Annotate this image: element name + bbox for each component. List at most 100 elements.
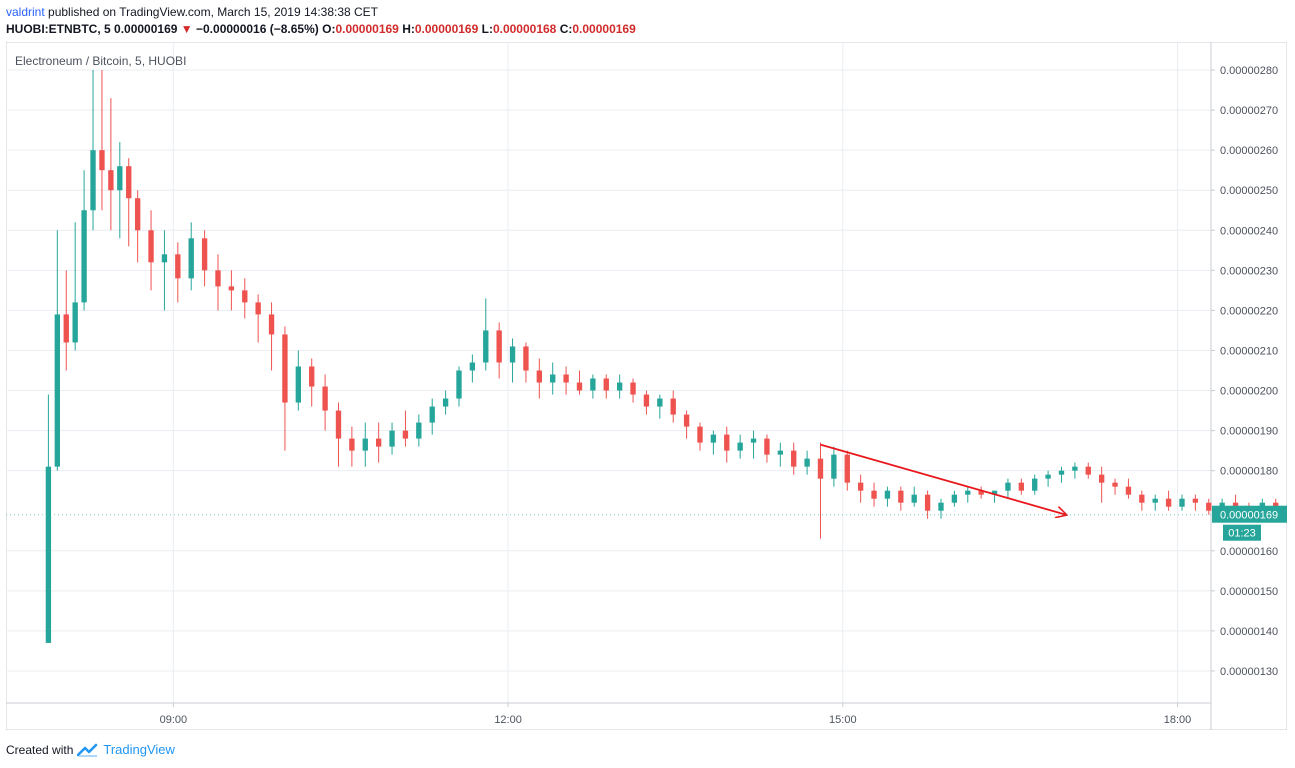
tradingview-logo-icon[interactable] [77, 743, 99, 757]
candle-body [616, 382, 623, 391]
candle-body [590, 378, 596, 391]
time-tick-label: 09:00 [160, 714, 188, 726]
change-value: −0.00000016 (−8.65%) [196, 22, 319, 36]
candle [1018, 478, 1025, 495]
candle-body [938, 502, 944, 511]
candle [710, 430, 717, 455]
candle [616, 374, 623, 399]
candle-body [375, 438, 382, 447]
tradingview-brand[interactable]: TradingView [103, 742, 175, 757]
candle-body [402, 430, 409, 439]
candle [90, 70, 96, 231]
candle-body [576, 382, 583, 391]
candle [375, 422, 382, 463]
candle [442, 390, 449, 415]
candle [268, 302, 275, 371]
candle-body [844, 454, 850, 483]
published-text: published on TradingView.com, March 15, … [48, 5, 379, 19]
candle-body [1018, 482, 1025, 491]
candle-body [1125, 486, 1132, 495]
candle-body [389, 430, 395, 447]
candle [670, 390, 676, 423]
candle-body [161, 254, 168, 263]
candle [242, 278, 248, 319]
candle-body [884, 490, 891, 499]
created-with-label: Created with [6, 742, 74, 757]
candle [1206, 498, 1212, 515]
candle-body [268, 314, 275, 335]
price-tick-label: 0.00000280 [1220, 65, 1278, 77]
last-price-badge [1212, 505, 1287, 523]
candle-body [764, 438, 770, 455]
candle [54, 230, 61, 471]
candle-body [483, 330, 489, 363]
price-tick-label: 0.00000200 [1220, 386, 1278, 398]
author-link[interactable]: valdrint [6, 5, 45, 19]
candle-body [188, 238, 194, 279]
price-axis: 0.00000280 0.00000270 0.00000260 0.00000250… [1211, 65, 1278, 678]
candle-body [523, 346, 529, 371]
time-tick-label: 15:00 [829, 714, 857, 726]
candle-body [978, 490, 984, 495]
close-value: 0.00000169 [572, 22, 636, 36]
candle-body [81, 210, 87, 303]
symbol-label: HUOBI:ETNBTC, 5 [6, 22, 111, 36]
candle [1179, 494, 1185, 511]
candle-body [242, 290, 248, 303]
candle-body [817, 458, 824, 479]
candle [991, 490, 998, 503]
candle [335, 402, 342, 467]
candle [1045, 470, 1051, 487]
candle [188, 222, 194, 291]
candle [322, 374, 328, 431]
candle-body [831, 454, 837, 479]
candle-body [215, 270, 221, 287]
candle-body [175, 254, 181, 279]
candle-body [697, 426, 703, 443]
candle [63, 270, 69, 371]
candle-body [911, 494, 917, 503]
candle [295, 350, 302, 411]
candle [201, 230, 208, 287]
candle [978, 486, 984, 499]
candle [1192, 494, 1199, 511]
candle-body [657, 398, 663, 407]
candle-body [362, 438, 368, 451]
publish-info: valdrint published on TradingView.com, M… [6, 5, 378, 19]
price-tick-label: 0.00000270 [1220, 105, 1278, 117]
candle [99, 70, 105, 211]
chart-frame[interactable]: Electroneum / Bitcoin, 5, HUOBI 0.000002… [5, 41, 1292, 731]
candle [817, 442, 824, 539]
candle [1165, 490, 1172, 511]
candle [117, 142, 123, 239]
candle [389, 422, 395, 455]
candle-body [724, 434, 730, 451]
candle [1058, 466, 1065, 483]
candle-body [1273, 502, 1279, 507]
candle [1072, 462, 1078, 479]
candle [898, 486, 904, 511]
candle-body [563, 374, 569, 383]
candle-body [255, 302, 261, 315]
candle-body [710, 434, 717, 443]
candle-body [804, 458, 810, 467]
candle [416, 414, 422, 447]
candle-body [228, 286, 235, 291]
candle-body [295, 366, 302, 403]
candle-body [857, 482, 864, 491]
candle [777, 442, 784, 467]
candle [791, 442, 797, 475]
candle [563, 366, 569, 395]
high-value: 0.00000169 [414, 22, 479, 36]
candle-body [643, 394, 650, 407]
price-tick-label: 0.00000130 [1220, 666, 1278, 678]
candle-body [1165, 498, 1172, 507]
candle [911, 486, 917, 507]
candle-body [282, 334, 288, 403]
candlestick-chart[interactable]: Electroneum / Bitcoin, 5, HUOBI 0.000002… [5, 41, 1292, 731]
trendline[interactable] [820, 443, 1065, 515]
candle-body [871, 490, 877, 499]
candle [1125, 478, 1132, 499]
candle-body [898, 490, 904, 503]
candle-body [322, 386, 328, 411]
